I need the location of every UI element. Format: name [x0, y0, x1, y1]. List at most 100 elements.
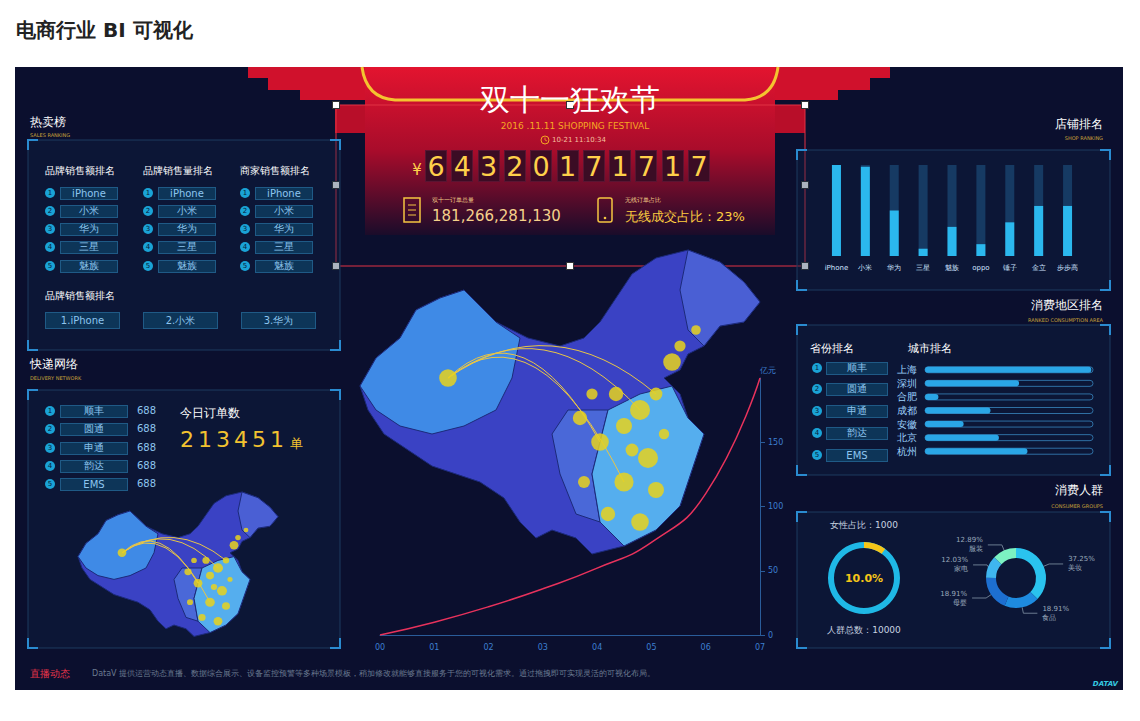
html-text:魅族: 魅族 [274, 260, 294, 271]
html-text:圆通: 圆通 [847, 383, 867, 394]
svg-text:oppo: oppo [972, 264, 989, 272]
html-text:品牌销售量排名: 品牌销售量排名 [143, 165, 213, 176]
svg-text:北京: 北京 [897, 432, 917, 443]
html-text:DATAV: DATAV [1092, 679, 1118, 688]
svg-text:05: 05 [646, 643, 656, 652]
html-text:魅族: 魅族 [79, 260, 99, 271]
html-text:688: 688 [137, 442, 157, 453]
html-text:商家销售额排名: 商家销售额排名 [240, 165, 310, 176]
html-text:2.小米: 2.小米 [165, 314, 196, 326]
svg-text:上海: 上海 [897, 364, 917, 375]
html-text:快递网络: 快递网络 [30, 357, 78, 371]
html-text:店铺排名: 店铺排名 [1055, 117, 1103, 131]
html-text:三星: 三星 [274, 241, 294, 252]
html-text:品牌销售额排名: 品牌销售额排名 [45, 165, 115, 176]
svg-text:18.91%: 18.91% [940, 590, 967, 598]
html-text:213451单: 213451单 [180, 427, 303, 452]
svg-text:安徽: 安徽 [897, 419, 917, 430]
html-text:3.华为: 3.华为 [263, 314, 294, 326]
html-text:电商行业 BI 可视化: 电商行业 BI 可视化 [16, 18, 193, 42]
html-text:今日订单数: 今日订单数 [180, 406, 240, 420]
html-text:消费人群: 消费人群 [1055, 483, 1103, 497]
html-text:无线成交占比：23%: 无线成交占比：23% [625, 208, 745, 224]
html-text:2016 .11.11 SHOPPING FESTIVAL: 2016 .11.11 SHOPPING FESTIVAL [500, 120, 650, 131]
svg-text:04: 04 [592, 643, 602, 652]
svg-text:魅族: 魅族 [945, 264, 959, 272]
svg-text:02: 02 [483, 643, 493, 652]
svg-text:亿元: 亿元 [759, 366, 776, 375]
html-text:无线订单占比: 无线订单占比 [625, 196, 661, 203]
html-text:顺丰: 顺丰 [847, 362, 867, 373]
html-text:三星: 三星 [79, 241, 99, 252]
svg-text:01: 01 [429, 643, 439, 652]
html-text:1.iPhone: 1.iPhone [60, 315, 105, 326]
svg-text:03: 03 [538, 643, 548, 652]
html-text:韵达: 韵达 [847, 427, 867, 438]
svg-text:锤子: 锤子 [1002, 264, 1017, 272]
svg-text:12.03%: 12.03% [941, 556, 968, 564]
html-text:直播动态: 直播动态 [30, 668, 70, 679]
svg-text:0: 0 [768, 631, 773, 640]
html-text:三星: 三星 [177, 241, 197, 252]
html-text:iPhone: iPhone [267, 187, 301, 199]
svg-text:小米: 小米 [858, 264, 872, 272]
svg-text:母婴: 母婴 [953, 599, 967, 607]
html-text:顺丰: 顺丰 [84, 405, 104, 416]
html-text:消费地区排名: 消费地区排名 [1031, 298, 1103, 312]
svg-text:服装: 服装 [969, 545, 983, 553]
svg-text:成都: 成都 [897, 405, 917, 416]
html-text:¥ 6 4 3 2 0 1 7 1 7 1 7: ¥ 6 4 3 2 0 1 7 1 7 1 7 [412, 150, 708, 182]
html-text:小米: 小米 [274, 205, 294, 216]
svg-text:07: 07 [755, 643, 765, 652]
html-text:品牌销售额排名: 品牌销售额排名 [45, 290, 115, 301]
svg-text:杭州: 杭州 [896, 446, 917, 457]
html-text:181,266,281,130: 181,266,281,130 [432, 206, 561, 225]
svg-text:50: 50 [768, 566, 778, 575]
svg-text:iPhone: iPhone [825, 264, 849, 272]
html-text:DataV 提供运营动态直播、数据综合展示、设备监控预警等多: DataV 提供运营动态直播、数据综合展示、设备监控预警等多种场景模板，稍加修改… [92, 669, 656, 678]
html-text:省份排名: 省份排名 [810, 341, 854, 355]
svg-text:华为: 华为 [887, 264, 901, 272]
html-text:热卖榜: 热卖榜 [30, 115, 66, 129]
html-text:688: 688 [137, 405, 157, 416]
html-text:华为: 华为 [177, 223, 197, 234]
svg-text:三星: 三星 [916, 264, 930, 272]
svg-text:18.91%: 18.91% [1042, 605, 1069, 613]
html-text:EMS: EMS [846, 449, 868, 461]
svg-text:美妆: 美妆 [1068, 564, 1082, 572]
html-text:iPhone: iPhone [72, 187, 106, 199]
html-text:女性占比：1000: 女性占比：1000 [830, 519, 898, 530]
html-text:双十一订单总量: 双十一订单总量 [432, 196, 474, 203]
html-text:双十一狂欢节: 双十一狂欢节 [480, 82, 660, 117]
html-text:EMS: EMS [83, 478, 105, 490]
html-text:10-21 11:10:34: 10-21 11:10:34 [552, 135, 606, 144]
html-text:人群总数：10000: 人群总数：10000 [827, 624, 901, 635]
html-text:华为: 华为 [79, 223, 99, 234]
svg-text:06: 06 [701, 643, 711, 652]
svg-text:家电: 家电 [954, 565, 968, 573]
svg-text:深圳: 深圳 [897, 378, 917, 389]
html-text:魅族: 魅族 [177, 260, 197, 271]
html-text:小米: 小米 [79, 205, 99, 216]
svg-text:12.89%: 12.89% [956, 536, 983, 544]
html-text:圆通: 圆通 [84, 423, 104, 434]
html-text:688: 688 [137, 478, 157, 489]
html-text:小米: 小米 [177, 205, 197, 216]
html-text:688: 688 [137, 460, 157, 471]
svg-text:100: 100 [768, 502, 783, 511]
html-text:申通: 申通 [847, 405, 867, 416]
svg-text:150: 150 [768, 438, 783, 447]
svg-text:37.25%: 37.25% [1068, 555, 1095, 563]
svg-text:10.0%: 10.0% [845, 572, 883, 585]
html-text:688: 688 [137, 423, 157, 434]
html-text:韵达: 韵达 [84, 460, 104, 471]
html-text:iPhone: iPhone [170, 187, 204, 199]
svg-text:步步高: 步步高 [1057, 264, 1078, 272]
svg-text:00: 00 [375, 643, 385, 652]
svg-text:金立: 金立 [1032, 264, 1046, 272]
svg-text:食品: 食品 [1042, 614, 1056, 622]
html-text:申通: 申通 [84, 442, 104, 453]
svg-text:合肥: 合肥 [897, 391, 917, 402]
html-text:城市排名: 城市排名 [908, 341, 952, 355]
html-text:华为: 华为 [274, 223, 294, 234]
